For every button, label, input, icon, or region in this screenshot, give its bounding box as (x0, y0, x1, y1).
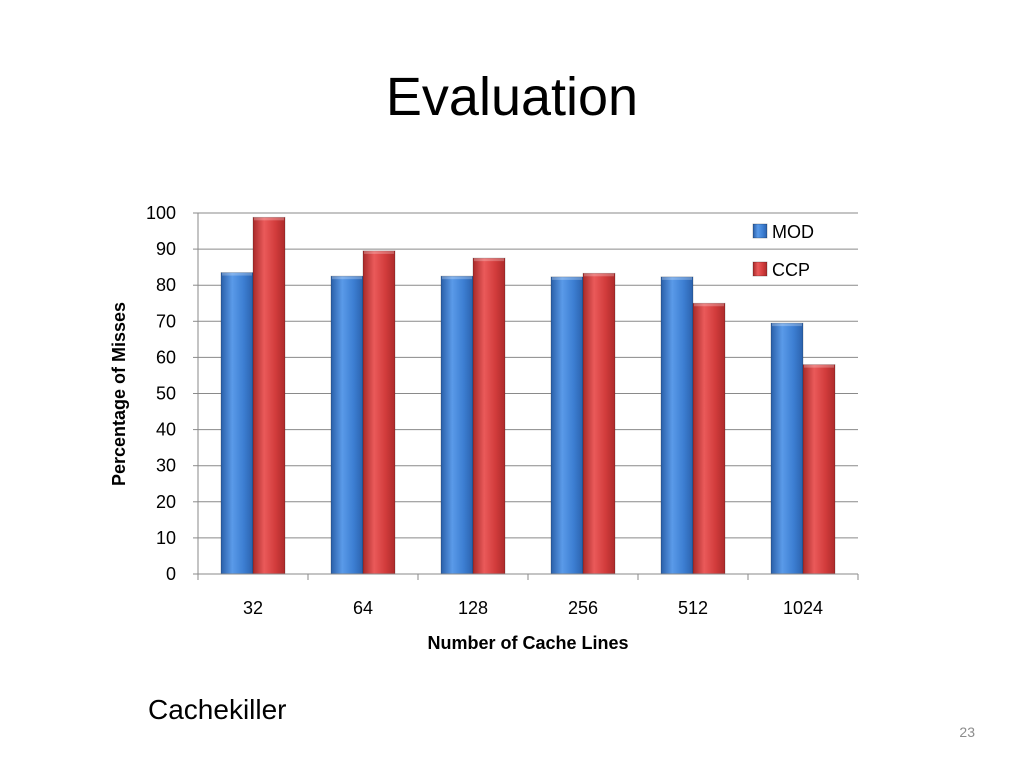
x-tick-label: 1024 (783, 598, 823, 618)
bar-mod-512-highlight (662, 276, 692, 280)
y-tick-label: 80 (156, 275, 176, 295)
bar-mod-1024 (770, 322, 804, 575)
bar-mod-128 (440, 275, 474, 575)
legend: MOD CCP (752, 222, 814, 280)
bar-ccp-1024 (802, 364, 836, 575)
bar-ccp-512-highlight (694, 303, 724, 307)
bar-mod-256-highlight (552, 276, 582, 280)
x-tick-label: 512 (678, 598, 708, 618)
bar-ccp-1024-highlight (804, 364, 834, 368)
bar-mod-64-highlight (332, 276, 362, 280)
bar-mod-128-highlight (442, 276, 472, 280)
bar-ccp-128 (472, 257, 506, 575)
y-tick-label: 100 (146, 203, 176, 223)
bar-ccp-256-highlight (584, 273, 614, 277)
y-axis-title: Percentage of Misses (109, 302, 129, 486)
x-axis-title: Number of Cache Lines (427, 633, 628, 653)
bar-mod-32-highlight (222, 272, 252, 276)
y-tick-label: 70 (156, 311, 176, 331)
y-tick-label: 0 (166, 564, 176, 584)
bars (220, 216, 836, 575)
bar-ccp-256 (582, 272, 616, 575)
y-tick-label: 90 (156, 239, 176, 259)
bar-mod-512 (660, 276, 694, 575)
bar-ccp-32 (252, 216, 286, 575)
bar-ccp-32-highlight (254, 217, 284, 221)
y-tick-label: 30 (156, 456, 176, 476)
legend-swatch-mod (752, 223, 768, 239)
legend-label-mod: MOD (772, 222, 814, 242)
x-tick-label: 128 (458, 598, 488, 618)
x-tick-label: 64 (353, 598, 373, 618)
y-tick-label: 50 (156, 384, 176, 404)
axes: 0 10 20 30 40 50 60 70 80 90 100 32 64 128 256 512 1024 (146, 203, 859, 618)
bar-ccp-128-highlight (474, 258, 504, 262)
bar-mod-1024-highlight (772, 323, 802, 327)
y-tick-label: 40 (156, 420, 176, 440)
bar-ccp-64-highlight (364, 250, 394, 254)
bar-mod-32 (220, 272, 254, 575)
bar-ccp-512 (692, 302, 726, 575)
x-tick-label: 32 (243, 598, 263, 618)
y-tick-label: 10 (156, 528, 176, 548)
y-tick-label: 20 (156, 492, 176, 512)
page-number: 23 (959, 724, 975, 740)
gridlines (198, 212, 858, 539)
bar-mod-256 (550, 276, 584, 575)
bar-ccp-64 (362, 250, 396, 575)
legend-label-ccp: CCP (772, 260, 810, 280)
bar-mod-64 (330, 275, 364, 575)
slide-caption: Cachekiller (148, 694, 287, 725)
legend-swatch-ccp (752, 261, 768, 277)
x-tick-label: 256 (568, 598, 598, 618)
y-tick-label: 60 (156, 347, 176, 367)
slide-title: Evaluation (385, 67, 639, 127)
